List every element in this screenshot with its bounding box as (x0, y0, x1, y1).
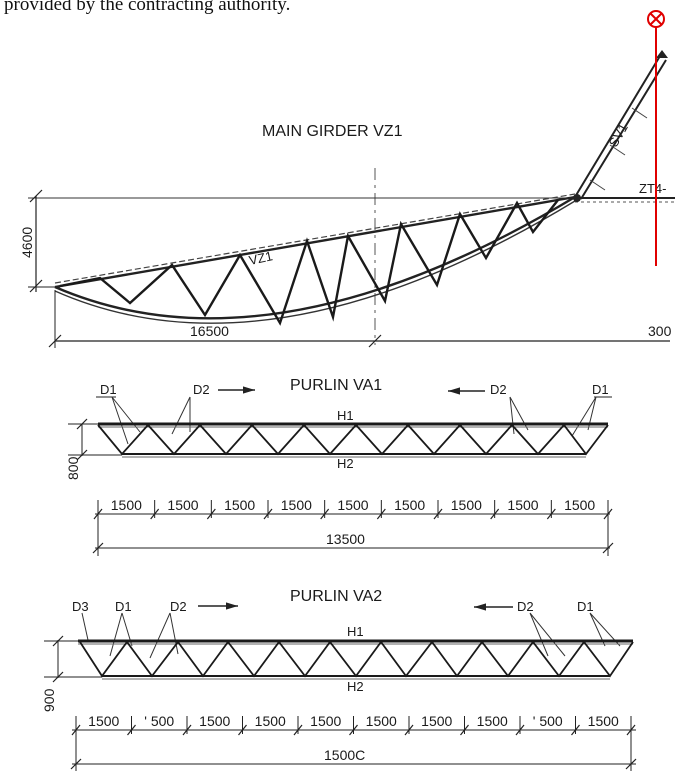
va1-panel-dim-text: 1500 (281, 497, 312, 513)
va2-panel-dim-text: 1500 (366, 713, 397, 729)
va2-bottom-chord-label: H2 (347, 679, 364, 694)
va1-top-chord-label: H1 (337, 408, 354, 423)
girder-bottom-chord (54, 195, 576, 320)
va1-panel-dim-text: 1500 (507, 497, 538, 513)
girder-top-chord (54, 195, 576, 289)
purlin-va2-title: PURLIN VA2 (290, 588, 382, 605)
va2-label-d3: D3 (72, 599, 89, 614)
span-dim-text: 16500 (190, 323, 229, 339)
va1-web (97, 423, 609, 456)
va2-height-dim-text: 900 (41, 688, 57, 712)
girder-joint-node (573, 194, 581, 202)
va1-label-d2-left: D2 (193, 382, 210, 397)
va2-label-d2-left: D2 (170, 599, 187, 614)
main-girder-drawing: MAIN GIRDER VZ1 VZ1 SV1 ZT4- 4600 (19, 50, 675, 348)
va1-label-d1-left: D1 (100, 382, 117, 397)
right-dim-text: 300 (648, 323, 672, 339)
va1-panel-dim-text: 1500 (394, 497, 425, 513)
va1-panel-dim-text: 1500 (111, 497, 142, 513)
va2-panel-dim-text: ' 500 (144, 713, 174, 729)
va1-panel-dim-text: 1500 (167, 497, 198, 513)
va2-panel-dim-text: ' 500 (533, 713, 563, 729)
circle-x-marker-icon[interactable] (647, 10, 665, 266)
va2-panel-dim-text: 1500 (255, 713, 286, 729)
caption-text: provided by the contracting authority. (4, 0, 291, 15)
strut-top-node (656, 50, 668, 58)
strut-sv1 (574, 55, 667, 200)
girder-top-chord-dashed (54, 193, 576, 284)
va2-total-dim-text: 1500C (324, 747, 365, 763)
va2-panel-dim-text: 1500 (477, 713, 508, 729)
girder-member-label: VZ1 (248, 248, 274, 268)
va1-panel-dim-text: 1500 (224, 497, 255, 513)
va2-top-chord-label: H1 (347, 624, 364, 639)
va2-label-d2-right: D2 (517, 599, 534, 614)
va1-panel-dim-text: 1500 (451, 497, 482, 513)
va1-label-d2-right: D2 (490, 382, 507, 397)
va1-panel-dim-text: 1500 (564, 497, 595, 513)
va2-label-d1-left: D1 (115, 599, 132, 614)
height-dim-text: 4600 (19, 227, 35, 258)
va1-total-dim-text: 13500 (326, 531, 365, 547)
va2-panel-dim-text: 1500 (310, 713, 341, 729)
va1-leader-lines (111, 396, 597, 445)
va2-panel-dim-text: 1500 (421, 713, 452, 729)
va1-panel-dim-text: 1500 (337, 497, 368, 513)
main-girder-title: MAIN GIRDER VZ1 (262, 123, 403, 140)
va2-panel-dim-text: 1500 (588, 713, 619, 729)
purlin-va2-drawing: PURLIN VA2 D3 D1 D2 D2 D1 H1 H2 900 1500… (41, 588, 637, 771)
va2-panel-dim-text: 1500 (88, 713, 119, 729)
va1-label-d1-right: D1 (592, 382, 609, 397)
va1-height-dim-text: 800 (65, 456, 81, 480)
va1-bottom-chord-label: H2 (337, 456, 354, 471)
va2-panel-dim-text: 1500 (199, 713, 230, 729)
va2-label-d1-right: D1 (577, 599, 594, 614)
purlin-va1-drawing: PURLIN VA1 D1 D2 D2 D1 H1 H2 800 1500 150… (65, 377, 614, 556)
girder-web-diagonals (59, 199, 559, 326)
tie-label: ZT4- (639, 181, 666, 196)
va2-leader-lines (81, 612, 621, 659)
va2-web (79, 640, 634, 678)
strut-lacing (589, 107, 648, 191)
purlin-va1-title: PURLIN VA1 (290, 377, 382, 394)
